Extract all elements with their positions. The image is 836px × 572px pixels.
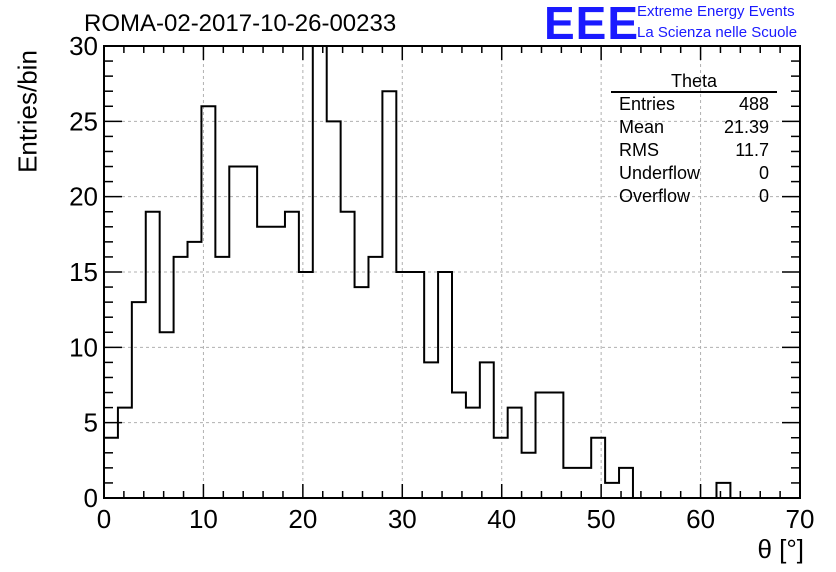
y-tick-label: 20: [69, 182, 98, 212]
x-tick-label: 50: [587, 504, 616, 534]
y-tick-label: 25: [69, 106, 98, 136]
stats-row-rms: RMS 11.7: [611, 139, 777, 162]
y-tick-labels: 0 5 10 15 20 25 30: [69, 31, 98, 513]
stats-value: 21.39: [723, 117, 769, 137]
stats-row-underflow: Underflow 0: [611, 162, 777, 185]
x-tick-label: 70: [786, 504, 815, 534]
stats-row-overflow: Overflow 0: [611, 185, 777, 208]
logo-subtitle-line1: Extreme Energy Events: [637, 3, 795, 20]
x-tick-label: 40: [487, 504, 516, 534]
stats-value: 488: [738, 94, 769, 114]
stats-label: Overflow: [619, 186, 691, 206]
x-tick-label: 0: [97, 504, 111, 534]
logo-subtitle-line2: La Scienza nelle Scuole: [637, 24, 798, 41]
stats-title: Theta: [611, 71, 777, 93]
stats-row-mean: Mean 21.39: [611, 116, 777, 139]
x-tick-labels: 0 10 20 30 40 50 60 70: [97, 504, 815, 534]
eee-logo: EEE: [544, 0, 640, 49]
x-tick-label: 30: [388, 504, 417, 534]
y-tick-label: 15: [69, 257, 98, 287]
y-tick-label: 30: [69, 31, 98, 61]
stats-label: Entries: [619, 94, 676, 114]
stats-value: 0: [758, 163, 769, 183]
x-tick-label: 20: [288, 504, 317, 534]
histogram-outline: [103, 45, 800, 499]
x-tick-label: 10: [189, 504, 218, 534]
x-axis-label: θ [°]: [757, 534, 804, 564]
y-axis-label: Entries/bin: [12, 50, 43, 173]
y-tick-label: 0: [84, 483, 98, 513]
stats-label: Underflow: [619, 163, 701, 183]
stats-label: RMS: [619, 140, 659, 160]
y-tick-label: 5: [84, 408, 98, 438]
stats-label: Mean: [619, 117, 665, 137]
stats-value: 11.7: [735, 140, 769, 160]
stats-value: 0: [758, 186, 769, 206]
stats-box: Theta Entries 488 Mean 21.39 RMS 11.7 Un…: [611, 71, 777, 208]
chart-title: ROMA-02-2017-10-26-00233: [84, 10, 397, 37]
plot-frame: [103, 45, 801, 499]
x-tick-label: 60: [686, 504, 715, 534]
y-tick-label: 10: [69, 332, 98, 362]
stats-row-entries: Entries 488: [611, 93, 777, 116]
